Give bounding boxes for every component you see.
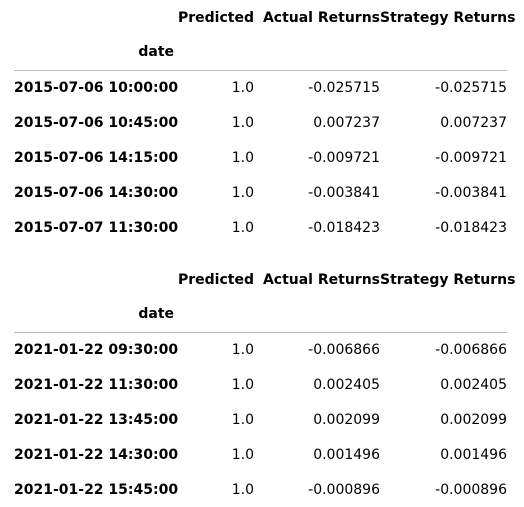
index-name-header: date [14, 297, 174, 333]
cell-predicted: 1.0 [231, 219, 254, 236]
row-index-date: 2015-07-06 14:30:00 [14, 184, 179, 201]
row-index-date: 2015-07-07 11:30:00 [14, 219, 179, 236]
cell-strategy-returns: 0.001496 [440, 446, 507, 463]
cell-actual-returns: -0.003841 [308, 184, 380, 201]
table-row: 2015-07-06 10:00:00 1.0 -0.025715 -0.025… [14, 70, 507, 105]
column-header-predicted: Predicted [178, 271, 254, 288]
cell-predicted: 1.0 [231, 376, 254, 393]
cell-strategy-returns: -0.000896 [435, 481, 507, 498]
table-row: 2015-07-06 14:15:00 1.0 -0.009721 -0.009… [14, 140, 507, 175]
cell-strategy-returns: -0.006866 [435, 342, 507, 359]
cell-predicted: 1.0 [231, 411, 254, 428]
column-header-strategy-returns: Strategy Returns [380, 271, 516, 288]
cell-predicted: 1.0 [231, 184, 254, 201]
row-index-date: 2021-01-22 14:30:00 [14, 446, 179, 463]
index-name-spacer [380, 297, 507, 333]
index-name-row: date [14, 297, 507, 333]
cell-actual-returns: -0.009721 [308, 149, 380, 166]
cell-strategy-returns: -0.003841 [435, 184, 507, 201]
index-name-spacer [254, 35, 380, 71]
table-row: 2021-01-22 14:30:00 1.0 0.001496 0.00149… [14, 437, 507, 472]
cell-actual-returns: 0.007237 [313, 114, 380, 131]
row-index-date: 2015-07-06 14:15:00 [14, 149, 179, 166]
row-index-date: 2015-07-06 10:00:00 [14, 80, 179, 97]
dataframe-tail: Predicted Actual Returns Strategy Return… [14, 262, 516, 507]
row-index-date: 2021-01-22 09:30:00 [14, 342, 179, 359]
index-name-spacer [174, 297, 254, 333]
cell-actual-returns: -0.006866 [308, 342, 380, 359]
dataframe-table: Predicted Actual Returns Strategy Return… [14, 0, 516, 245]
cell-actual-returns: -0.025715 [308, 80, 380, 97]
index-name-header: date [14, 35, 174, 71]
row-index-date: 2021-01-22 15:45:00 [14, 481, 179, 498]
cell-strategy-returns: -0.009721 [435, 149, 507, 166]
cell-strategy-returns: -0.018423 [435, 219, 507, 236]
cell-predicted: 1.0 [231, 80, 254, 97]
table-row: 2021-01-22 15:45:00 1.0 -0.000896 -0.000… [14, 472, 507, 507]
cell-strategy-returns: 0.007237 [440, 114, 507, 131]
dataframe-head: Predicted Actual Returns Strategy Return… [14, 0, 516, 245]
row-index-date: 2015-07-06 10:45:00 [14, 114, 179, 131]
column-header-row: Predicted Actual Returns Strategy Return… [14, 262, 516, 297]
table-row: 2015-07-06 14:30:00 1.0 -0.003841 -0.003… [14, 175, 507, 210]
table-row: 2015-07-06 10:45:00 1.0 0.007237 0.00723… [14, 105, 507, 140]
cell-actual-returns: -0.000896 [308, 481, 380, 498]
row-index-date: 2021-01-22 13:45:00 [14, 411, 179, 428]
table-row: 2021-01-22 13:45:00 1.0 0.002099 0.00209… [14, 402, 507, 437]
table-row: 2021-01-22 09:30:00 1.0 -0.006866 -0.006… [14, 332, 507, 367]
index-name-spacer [174, 35, 254, 71]
cell-predicted: 1.0 [231, 149, 254, 166]
index-name-row: date [14, 35, 507, 71]
corner-cell [14, 0, 174, 35]
cell-predicted: 1.0 [231, 481, 254, 498]
row-index-date: 2021-01-22 11:30:00 [14, 376, 179, 393]
cell-actual-returns: 0.001496 [313, 446, 380, 463]
cell-predicted: 1.0 [231, 114, 254, 131]
column-header-actual-returns: Actual Returns [262, 9, 380, 26]
table-row: 2015-07-07 11:30:00 1.0 -0.018423 -0.018… [14, 210, 507, 245]
cell-predicted: 1.0 [231, 342, 254, 359]
column-header-strategy-returns: Strategy Returns [380, 9, 516, 26]
column-header-row: Predicted Actual Returns Strategy Return… [14, 0, 516, 35]
dataframe-table: Predicted Actual Returns Strategy Return… [14, 262, 516, 507]
cell-actual-returns: 0.002405 [313, 376, 380, 393]
corner-cell [14, 262, 174, 297]
cell-actual-returns: 0.002099 [313, 411, 380, 428]
cell-strategy-returns: 0.002405 [440, 376, 507, 393]
index-name-spacer [254, 297, 380, 333]
cell-actual-returns: -0.018423 [308, 219, 380, 236]
cell-predicted: 1.0 [231, 446, 254, 463]
column-header-predicted: Predicted [178, 9, 254, 26]
cell-strategy-returns: -0.025715 [435, 80, 507, 97]
cell-strategy-returns: 0.002099 [440, 411, 507, 428]
table-row: 2021-01-22 11:30:00 1.0 0.002405 0.00240… [14, 367, 507, 402]
index-name-spacer [380, 35, 507, 71]
column-header-actual-returns: Actual Returns [262, 271, 380, 288]
